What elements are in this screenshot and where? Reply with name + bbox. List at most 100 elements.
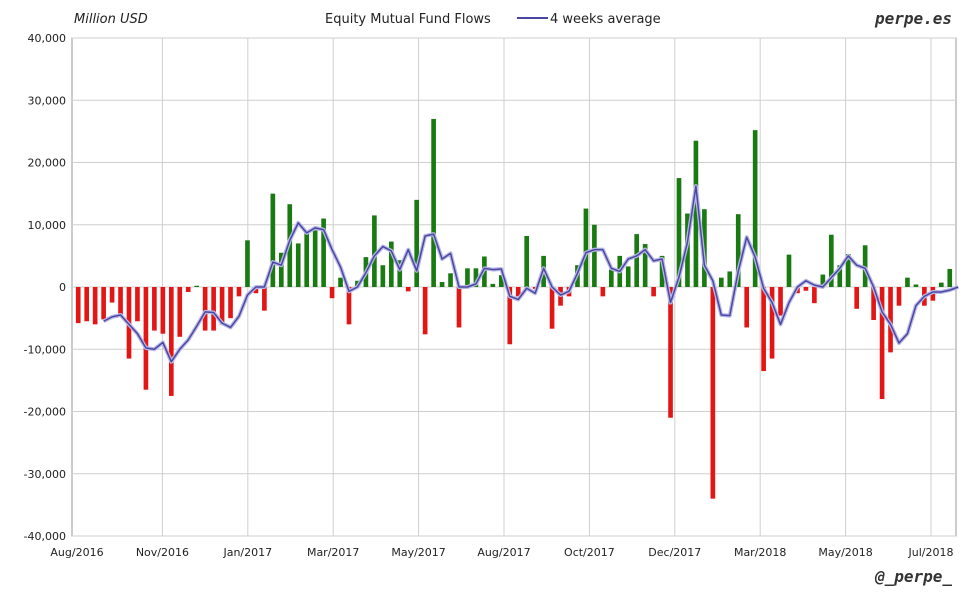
y-tick-label: -20,000 [24,406,66,419]
flow-bar [947,268,953,287]
flow-bar [118,287,123,316]
flow-bar [135,287,140,322]
brand-handle: @_perpe_ [874,567,952,586]
flow-bar [329,287,335,299]
flow-bar [439,282,445,287]
flow-bar [634,234,640,287]
flow-bar [152,287,157,331]
flow-bar [448,273,453,287]
flow-bar [761,287,766,372]
flow-bar [820,274,826,287]
flow-bar [786,254,792,287]
flow-bar [744,287,750,328]
flow-bar [642,244,648,287]
x-axis-ticks: Aug/2016 Nov/2016 Jan/2017 Mar/2017 May/2017… [50,546,953,559]
x-tick-label: May/2017 [391,546,445,559]
flow-bar [769,287,775,359]
flow-bar [608,269,614,287]
flow-bar [211,287,216,331]
x-tick-label: Dec/2017 [648,546,701,559]
x-tick-label: May/2018 [818,546,872,559]
flow-bar [549,287,555,329]
flow-bar [278,252,284,287]
flow-bar [270,193,276,288]
flow-bar [592,224,597,287]
y-tick-label: 0 [59,281,66,294]
flow-bar [896,287,902,306]
flow-bar [321,218,326,287]
flow-bar [625,266,631,287]
flow-bar [84,287,90,322]
flow-bar [236,287,242,297]
flow-bar [659,255,665,288]
flow-bar [228,287,233,319]
x-tick-label: Jul/2018 [908,546,954,559]
flow-bar [676,178,682,287]
x-tick-label: Oct/2017 [564,546,615,559]
flow-bar [219,287,225,325]
horizontal-gridlines [72,37,956,537]
y-tick-label: 40,000 [28,32,67,45]
y-tick-label: 20,000 [28,157,67,170]
flow-bar [583,208,589,287]
flow-bar [295,243,301,287]
legend-label: 4 weeks average [550,12,661,27]
flow-bar [185,287,191,292]
flow-bar [262,287,267,311]
flow-bar [245,240,250,287]
y-tick-label: 30,000 [28,94,67,107]
flow-bar [422,287,428,335]
flow-bar [693,140,699,287]
flow-bar [92,287,98,325]
y-tick-label: -10,000 [24,343,66,356]
brand-site: perpe.es [874,9,952,28]
flow-bar [380,265,386,287]
flow-bar [515,287,521,297]
x-tick-label: Jan/2017 [222,546,272,559]
y-tick-label: -40,000 [24,530,66,543]
flow-bar [473,268,479,287]
x-tick-label: Aug/2017 [477,546,530,559]
flow-bar [710,287,716,499]
flow-bar [75,287,81,324]
y-tick-label: 10,000 [28,219,67,232]
flow-bar [160,287,166,334]
flow-bar [372,215,377,287]
x-tick-label: Nov/2016 [136,546,189,559]
flow-bar [845,254,851,287]
flow-bar [828,234,834,287]
y-axis-unit-label: Million USD [74,12,148,27]
flow-bar [879,287,885,400]
x-tick-label: Mar/2017 [307,546,359,559]
average-line [103,185,959,363]
flow-bar [194,285,200,287]
flow-bar [668,287,673,418]
flow-bar [524,235,530,287]
flow-bar [304,230,310,287]
flow-bar [431,118,436,287]
flow-bar [202,287,208,331]
flow-bar [718,277,724,287]
y-axis-ticks: 40,000 30,000 20,000 10,000 0 -10,000 -20,000 -… [24,32,66,543]
flow-bar [854,287,860,309]
flow-bar [727,271,733,287]
flow-bar [338,277,343,287]
flow-bar [101,287,106,320]
flow-bar [465,268,470,287]
flow-bar [888,287,893,353]
flow-bar [507,287,513,345]
flow-bar [312,227,318,287]
x-tick-label: Mar/2018 [734,546,786,559]
flow-bar [143,287,149,390]
flow-bar [862,245,868,287]
flow-bar [913,284,919,287]
y-tick-label: -30,000 [24,468,66,481]
flow-bar [346,287,352,325]
flow-bar [397,260,403,287]
flow-bar [871,287,876,320]
average-line-series [102,184,959,364]
flow-bar [812,287,817,304]
flow-bar [177,287,183,337]
flow-bar [405,287,411,292]
